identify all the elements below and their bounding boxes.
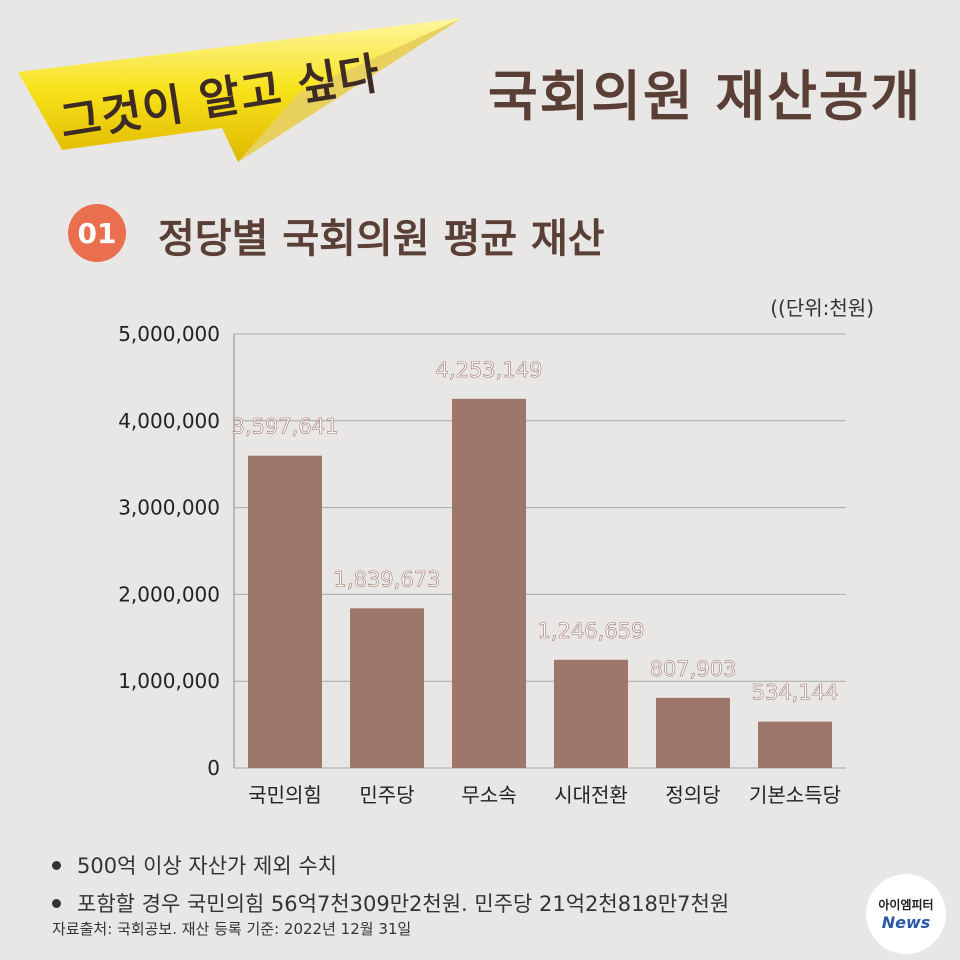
data-label: 1,246,659: [538, 619, 645, 643]
y-tick-label: 4,000,000: [118, 409, 220, 433]
logo-bottom-text: News: [881, 913, 931, 932]
y-tick-label: 3,000,000: [118, 496, 220, 520]
data-label: 4,253,149: [436, 358, 543, 382]
y-tick-label: 1,000,000: [118, 669, 220, 693]
data-label: 1,839,673: [334, 567, 441, 591]
bar: [554, 659, 628, 768]
data-label: 3,597,641: [232, 415, 339, 439]
y-tick-label: 5,000,000: [118, 322, 220, 346]
x-tick-label: 민주당: [359, 783, 414, 807]
bullet-icon: [52, 898, 61, 908]
bar: [350, 608, 424, 768]
bar: [248, 455, 322, 768]
page-title: 국회의원 재산공개: [488, 65, 923, 128]
y-tick-label: 2,000,000: [118, 582, 220, 606]
section-title: 정당별 국회의원 평균 재산: [158, 216, 605, 262]
source-text: 자료출처: 국회공보. 재산 등록 기준: 2022년 12월 31일: [52, 920, 412, 938]
bar: [656, 697, 730, 768]
x-tick-label: 국민의힘: [248, 783, 322, 807]
bullet-icon: [52, 860, 61, 870]
bar: [452, 398, 526, 768]
data-label: 807,903: [650, 657, 737, 681]
data-label: 534,144: [752, 681, 839, 705]
note-text: 포함할 경우 국민의힘 56억7천309만2천원. 민주당 21억2천818만7…: [77, 892, 730, 916]
x-tick-label: 시대전환: [554, 783, 628, 807]
banner-shape: [18, 18, 462, 162]
unit-label: ((단위:천원): [770, 296, 874, 320]
section-number-badge: 01: [68, 204, 126, 262]
bar: [758, 721, 832, 768]
note-item: 500억 이상 자산가 제외 수치: [52, 850, 729, 880]
x-tick-label: 정의당: [665, 783, 720, 807]
x-tick-label: 기본소득당: [749, 783, 841, 807]
note-text: 500억 이상 자산가 제외 수치: [77, 854, 337, 878]
x-tick-label: 무소속: [461, 783, 516, 807]
y-tick-label: 0: [207, 756, 220, 780]
notes: 500억 이상 자산가 제외 수치 포함할 경우 국민의힘 56억7천309만2…: [52, 850, 729, 926]
news-logo: 아이엠피터 News: [866, 874, 946, 954]
logo-top-text: 아이엠피터: [878, 898, 934, 912]
note-item: 포함할 경우 국민의힘 56억7천309만2천원. 민주당 21억2천818만7…: [52, 888, 729, 918]
